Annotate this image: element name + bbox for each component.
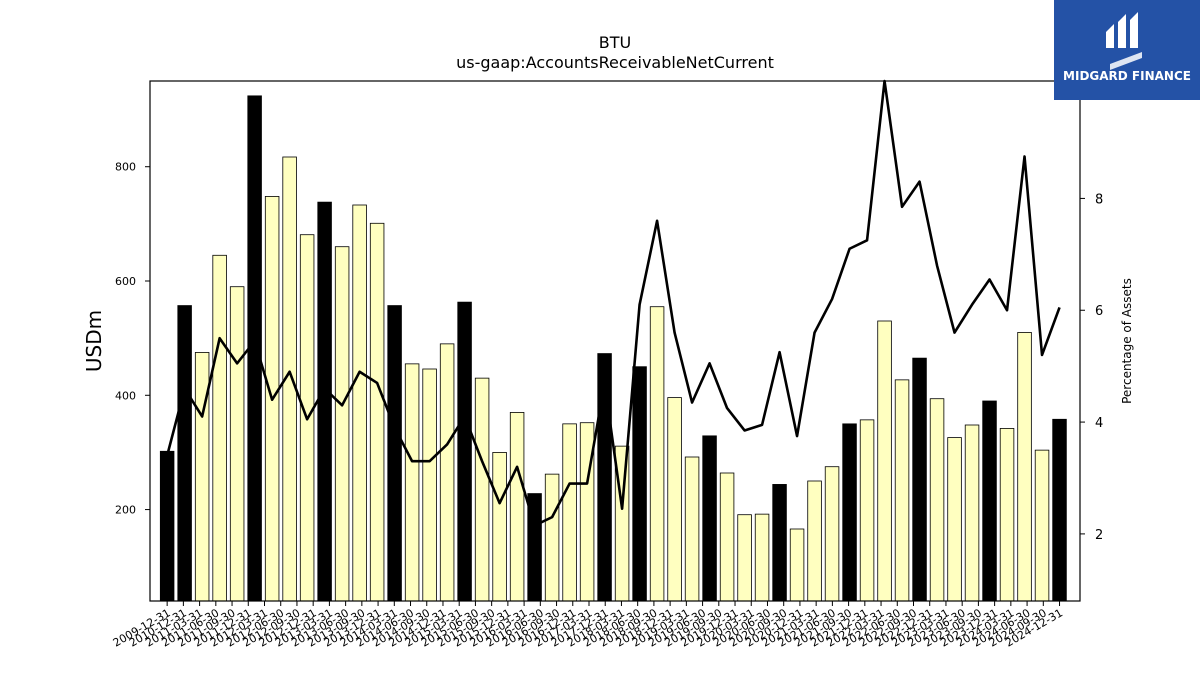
bar-2023-12-31 [1052,418,1067,602]
bar-2016-06-30 [562,423,577,602]
bar-2020-06-30 [807,480,822,602]
bar-2014-03-31 [404,363,420,602]
bar-2019-06-30 [737,514,752,602]
bar-2020-12-31 [842,423,857,602]
bar-2011-06-30 [212,254,227,602]
midgard-finance-logo: MIDGARD FINANCE [1054,0,1200,100]
left-y-tick-label: 400 [115,389,136,402]
bar-2014-06-30 [422,368,437,602]
bar-2013-03-31 [334,246,350,602]
right-y-tick-label: 4 [1095,416,1103,431]
percentage-of-assets-line [165,79,1061,527]
left-y-axis-label: USDm [82,310,106,372]
line-series [165,79,1061,527]
bar-2013-12-31 [387,305,402,602]
bar-2021-03-31 [859,419,875,602]
left-y-tick-label: 200 [115,504,136,517]
bar-2021-12-31 [912,357,927,602]
bar-2009-12-31 [159,450,175,602]
bar-2019-09-30 [754,513,770,602]
bar-series [159,95,1067,602]
right-y-axis: 2 4 6 8 [1080,192,1103,543]
left-y-tick-label: 600 [115,275,136,288]
bar-2017-12-31 [632,366,647,602]
bar-2018-03-31 [649,306,665,602]
bar-2013-09-30 [369,222,385,602]
left-y-axis: 200 400 600 800 [115,161,150,517]
bar-2020-03-31 [789,528,805,602]
bar-2023-03-31 [999,428,1015,602]
left-y-tick-label: 800 [115,161,136,174]
chart-title: BTU [599,33,631,52]
bar-2021-09-30 [894,379,910,602]
bar-2023-06-30 [1017,332,1032,602]
logo-mark-icon [1106,12,1142,70]
bar-2014-09-30 [439,343,455,602]
bar-2022-06-30 [947,437,962,602]
bar-2016-03-31 [544,473,560,602]
bar-2014-12-31 [457,301,472,602]
bar-2021-06-30 [877,320,892,602]
bar-2019-12-31 [772,484,787,602]
chart-subtitle: us-gaap:AccountsReceivableNetCurrent [456,53,774,72]
right-y-tick-label: 8 [1095,192,1103,207]
right-y-tick-label: 6 [1095,304,1103,319]
right-y-tick-label: 2 [1095,528,1103,543]
bar-2011-09-30 [229,286,245,602]
logo-text: MIDGARD FINANCE [1063,69,1191,83]
bar-2022-12-31 [982,400,997,602]
x-axis: 2009-12-312010-12-312011-03-312011-06-30… [111,601,1065,650]
bar-2013-06-30 [352,204,367,602]
plot-frame [149,80,1081,602]
bar-2020-09-30 [824,466,840,602]
bar-2018-09-30 [684,456,700,602]
bar-2018-06-30 [667,397,682,602]
right-y-axis-label: Percentage of Assets [1120,278,1134,404]
bar-2022-03-31 [929,398,945,602]
bar-2022-09-30 [964,424,980,602]
bar-2010-12-31 [177,305,192,602]
bar-2018-12-31 [702,435,717,602]
bar-2015-06-30 [492,452,507,602]
bar-2012-12-31 [317,201,332,602]
bar-2015-03-31 [474,377,490,602]
bar-2019-03-31 [719,472,735,602]
bar-2015-09-30 [509,412,525,602]
bar-2023-09-30 [1034,449,1050,602]
